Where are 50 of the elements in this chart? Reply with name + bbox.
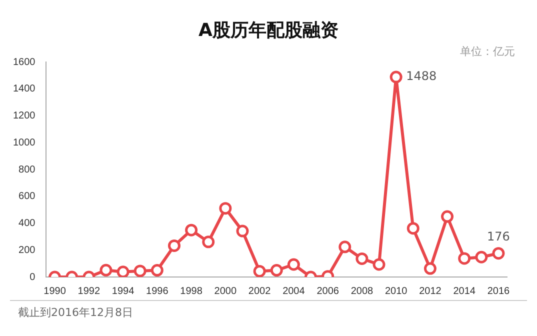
x-tick-label: 1998 (180, 286, 203, 297)
y-tick-label: 0 (30, 272, 36, 283)
text: 截止到2016年12月8日 (18, 305, 133, 320)
x-tick-label: 2014 (453, 286, 476, 297)
point (150, 264, 164, 277)
point (253, 264, 266, 277)
data-label: 1488 (406, 69, 437, 84)
point (458, 252, 471, 265)
y-tick-label: 200 (18, 244, 36, 256)
point (202, 236, 215, 248)
point (116, 266, 130, 277)
y-tick-label: 1200 (12, 110, 36, 122)
x-tick-label: 2000 (214, 286, 237, 297)
point (372, 258, 386, 271)
x-tick-label: 2002 (248, 286, 272, 297)
y-tick-label: 400 (18, 218, 36, 229)
y-tick-label: 600 (18, 191, 36, 202)
point (492, 247, 505, 260)
point (475, 250, 488, 264)
chart-title: A股历年配股融资 (198, 19, 340, 42)
x-tick-label: 2010 (384, 286, 408, 297)
x-tick-label: 1992 (78, 286, 100, 297)
x-tick-label: 1996 (146, 286, 169, 297)
point (100, 264, 112, 276)
y-tick-label: 1600 (12, 56, 36, 68)
x-tick-label: 2004 (282, 286, 306, 297)
x-tick-label: 1994 (112, 286, 135, 297)
x-tick-label: 2006 (316, 286, 340, 297)
x-tick-label: 2016 (487, 286, 510, 297)
point (236, 224, 249, 238)
point (270, 264, 283, 277)
point (134, 264, 146, 277)
data-label: 176 (487, 229, 510, 244)
y-tick-label: 1400 (12, 84, 36, 95)
x-tick-label: 2012 (419, 286, 442, 297)
point (406, 222, 420, 235)
point (219, 202, 232, 215)
point (356, 252, 368, 265)
y-tick-label: 1000 (12, 137, 36, 148)
text: 单位：亿元 (460, 44, 515, 59)
point (338, 240, 352, 254)
point (441, 210, 454, 223)
point (390, 70, 402, 84)
x-tick-label: 2008 (350, 286, 374, 297)
x-tick-label: 1990 (44, 286, 66, 297)
point (168, 239, 180, 252)
point (424, 262, 436, 275)
y-tick-label: 800 (18, 164, 36, 176)
point (185, 224, 198, 236)
point (287, 258, 300, 271)
